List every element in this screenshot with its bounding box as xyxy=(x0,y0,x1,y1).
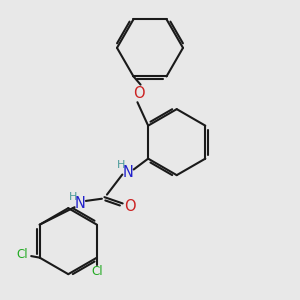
Text: N: N xyxy=(123,164,134,179)
Text: Cl: Cl xyxy=(16,248,28,261)
Text: O: O xyxy=(124,199,135,214)
Text: N: N xyxy=(75,196,86,211)
Text: H: H xyxy=(117,160,125,170)
Text: O: O xyxy=(133,86,145,101)
Text: Cl: Cl xyxy=(91,265,103,278)
Text: H: H xyxy=(69,191,77,202)
